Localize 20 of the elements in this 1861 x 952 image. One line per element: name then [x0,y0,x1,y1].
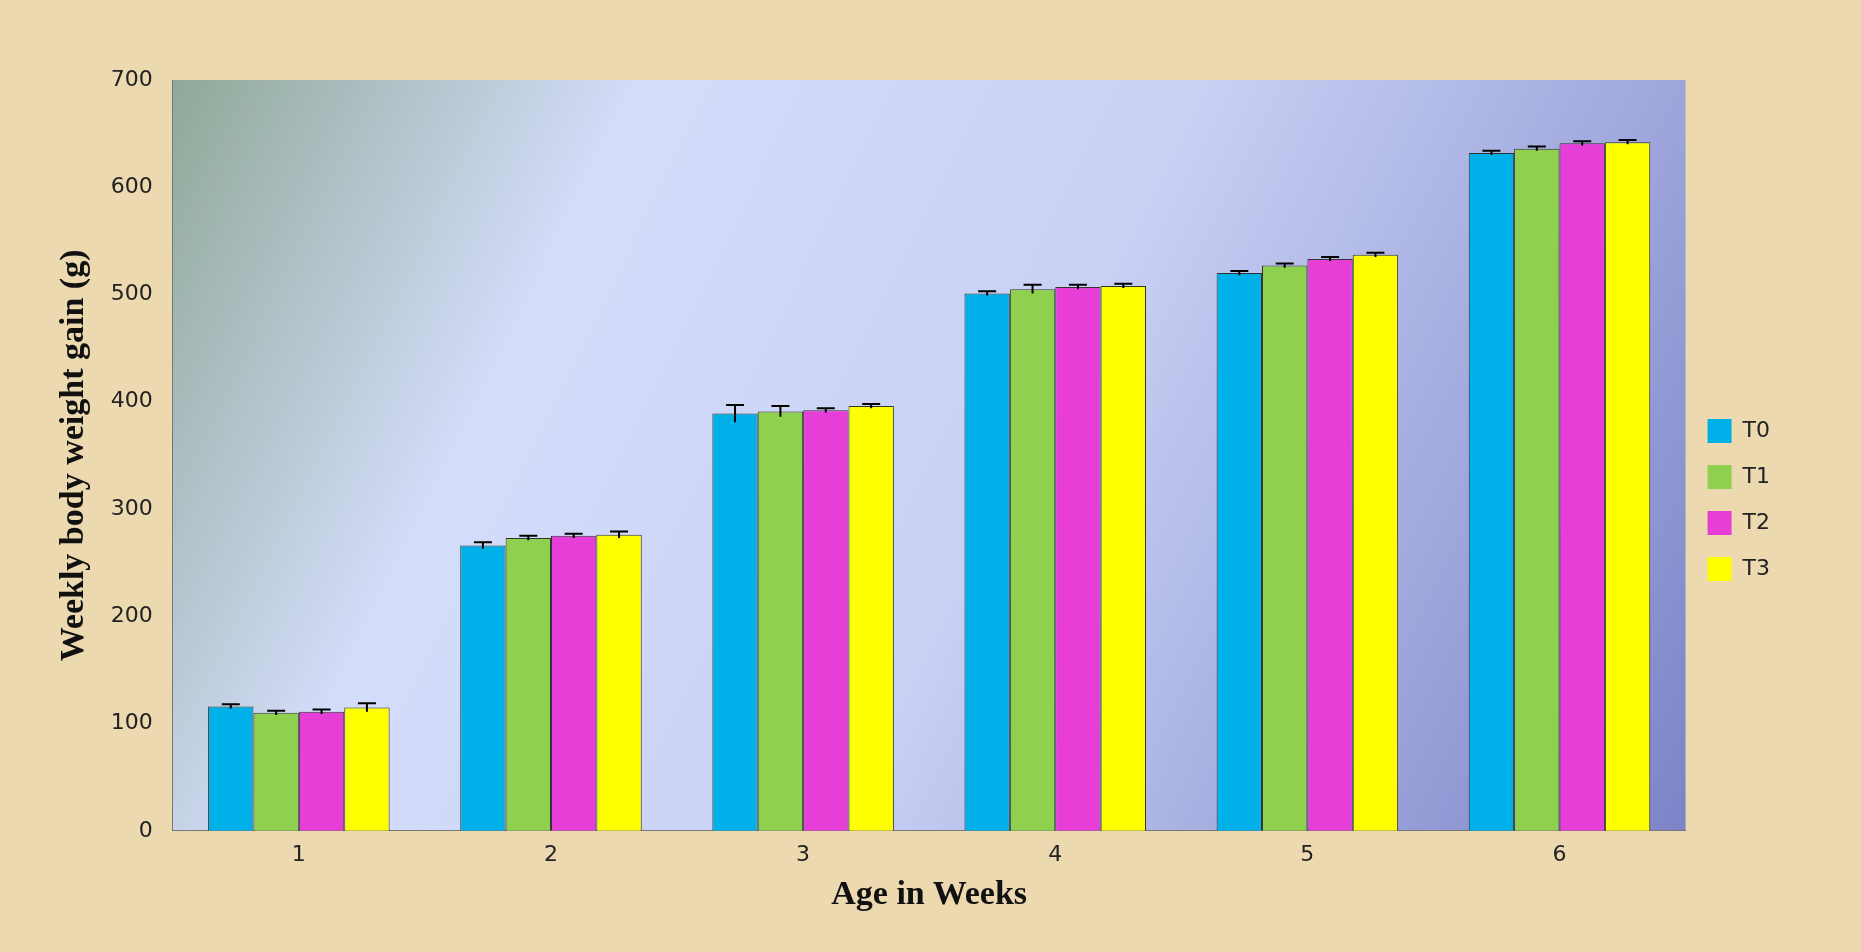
x-tick-label: 4 [1048,840,1063,866]
y-tick-label: 500 [110,280,153,306]
x-tick-label: 6 [1552,840,1567,866]
legend-label: T3 [1741,554,1770,580]
x-tick-label: 1 [291,840,306,866]
legend-label: T0 [1741,416,1770,442]
y-axis-title: Weekly body weight gain (g) [53,249,92,662]
legend-label: T1 [1741,462,1770,488]
legend-label: T2 [1741,508,1770,534]
x-axis-title: Age in Weeks [831,874,1028,912]
y-tick-label: 200 [110,602,153,627]
x-tick-label: 3 [796,840,811,866]
x-tick-label: 5 [1300,840,1315,866]
y-tick-label: 400 [110,387,153,413]
y-tick-label: 300 [110,494,153,520]
x-tick-label: 2 [543,840,558,866]
y-tick-label: 100 [110,709,153,735]
y-tick-label: 600 [110,172,153,198]
y-tick-label: 0 [138,816,153,842]
y-tick-label: 700 [110,65,153,91]
